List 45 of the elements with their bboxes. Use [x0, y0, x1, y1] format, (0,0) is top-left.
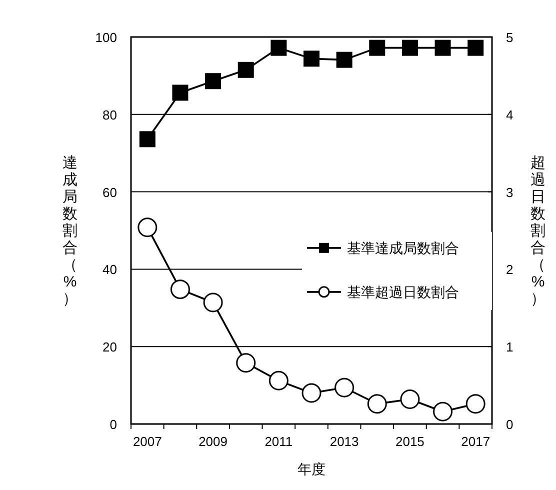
point: [203, 292, 223, 312]
point: [270, 40, 287, 56]
point: [236, 353, 256, 373]
point: [172, 84, 188, 101]
point: [238, 62, 254, 78]
point: [334, 378, 354, 398]
point: [433, 402, 453, 422]
x-tick-label: 2011: [264, 434, 293, 449]
y2-tick-label: 2: [506, 262, 514, 278]
y-tick-label: 40: [102, 262, 117, 278]
point: [468, 40, 484, 56]
point: [336, 52, 352, 68]
y-tick-label: 20: [102, 340, 117, 355]
point: [369, 40, 386, 56]
y2-tick-label: 0: [506, 417, 514, 432]
y2-tick-label: 1: [506, 340, 514, 355]
x-tick-label: 2017: [461, 434, 490, 449]
y2-tick-label: 3: [506, 184, 514, 200]
y-tick-label: 80: [102, 107, 117, 122]
point: [367, 394, 387, 414]
point: [402, 40, 418, 56]
x-tick-label: 2013: [330, 434, 359, 449]
legend-label: 基準超過日数割合: [347, 284, 459, 300]
y2-tick-label: 5: [506, 30, 514, 45]
y-tick-label: 0: [110, 417, 117, 432]
point: [434, 40, 451, 56]
y2-tick-label: 4: [506, 107, 514, 122]
x-tick-label: 2015: [395, 434, 424, 449]
text: 達成局数割合（%）: [62, 154, 78, 308]
point: [139, 131, 156, 148]
point: [205, 73, 222, 90]
text: 超過日数割合（%）: [530, 154, 546, 308]
x-tick-label: 2007: [132, 434, 162, 449]
y-tick-label: 60: [102, 184, 117, 200]
x-tick-label: 2009: [198, 434, 228, 449]
point: [400, 389, 420, 409]
point: [268, 370, 288, 390]
point: [138, 218, 158, 238]
point: [466, 394, 486, 414]
y-tick-label: 100: [95, 30, 117, 45]
point: [304, 50, 320, 67]
point: [302, 383, 322, 403]
x-axis-title: 年度: [298, 461, 326, 477]
point: [170, 280, 190, 300]
legend-label: 基準達成局数割合: [347, 240, 459, 256]
